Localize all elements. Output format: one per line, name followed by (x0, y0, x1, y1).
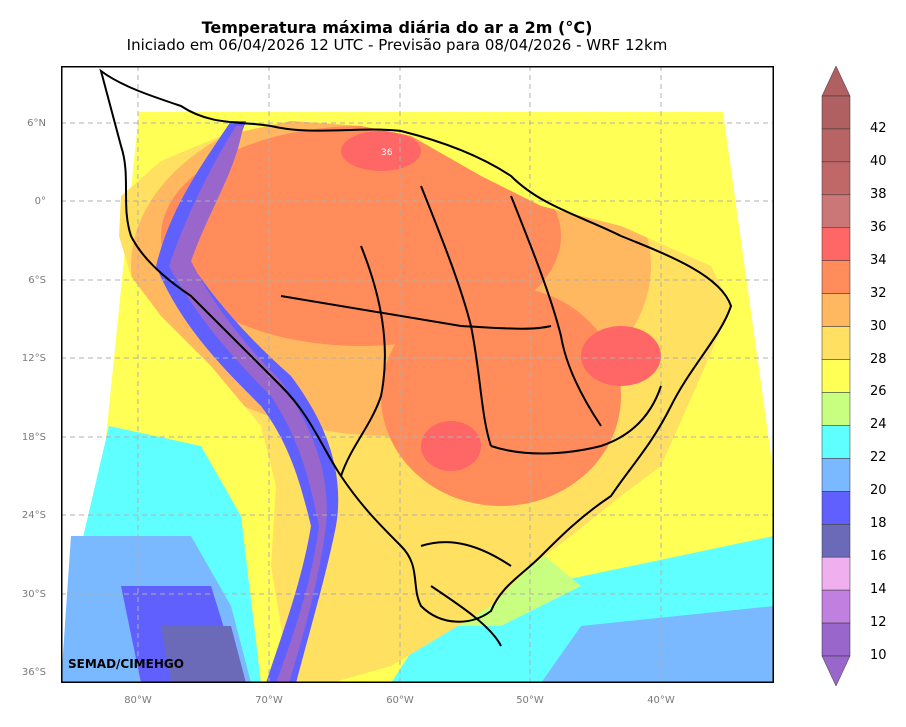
lat-label-6n: 6°N (27, 118, 46, 129)
lat-label-36s: 36°S (21, 667, 46, 678)
colorbar-segment (821, 326, 851, 360)
pacific-16-band (161, 626, 246, 683)
colorbar-label: 36 (870, 220, 887, 235)
colorbar (821, 66, 851, 686)
colorbar-label: 42 (870, 121, 887, 136)
colorbar-segment (821, 556, 851, 591)
map-subtitle: Iniciado em 06/04/2026 12 UTC - Previsão… (126, 36, 668, 54)
colorbar-label: 12 (870, 615, 887, 630)
hot-spot-north (341, 131, 421, 171)
andes-coldest-band (169, 126, 327, 683)
colorbar-segment (821, 293, 851, 327)
map-title: Temperatura máxima diária do ar a 2m (°C… (201, 18, 593, 37)
colorbar-segment (821, 95, 851, 130)
colorbar-label: 28 (870, 352, 887, 367)
colorbar-label: 22 (870, 450, 887, 465)
colorbar-label: 40 (870, 154, 887, 169)
lon-label-40w: 40°W (647, 695, 675, 706)
colorbar-top-extension (821, 66, 851, 97)
colorbar-segment (821, 458, 851, 492)
colorbar-segment (821, 491, 851, 525)
colorbar-segment (821, 392, 851, 426)
colorbar-segment (821, 359, 851, 393)
map-value-label: 36 (381, 148, 393, 158)
country-borders (99, 68, 733, 647)
colorbar-label: 30 (870, 319, 887, 334)
colorbar-label: 34 (870, 253, 887, 268)
colorbar-segment (821, 523, 851, 558)
colorbar-label: 20 (870, 483, 887, 498)
hot-spot-east (581, 326, 661, 386)
colorbar-segment (821, 425, 851, 459)
colorbar-label: 18 (870, 516, 887, 531)
colorbar-segment (821, 260, 851, 294)
andes-cold-band (156, 121, 339, 683)
colorbar-label: 24 (870, 417, 887, 432)
lat-label-24s: 24°S (21, 510, 46, 521)
lon-label-50w: 50°W (516, 695, 544, 706)
colorbar-segment (821, 161, 851, 196)
lon-label-80w: 80°W (124, 695, 152, 706)
colorbar-label: 16 (870, 549, 887, 564)
lon-label-70w: 70°W (255, 695, 283, 706)
atlantic-cold-band (541, 606, 774, 683)
colorbar-segment (821, 227, 851, 261)
colorbar-label: 38 (870, 187, 887, 202)
lat-label-0: 0° (34, 196, 46, 207)
lat-label-30s: 30°S (21, 589, 46, 600)
colorbar-segment (821, 128, 851, 163)
credit-label: SEMAD/CIMEHGO (68, 657, 184, 671)
colorbar-segment (821, 622, 851, 657)
lon-label-60w: 60°W (386, 695, 414, 706)
lat-label-6s: 6°S (28, 275, 46, 286)
colorbar-label: 14 (870, 582, 887, 597)
colorbar-bottom-extension (821, 655, 851, 686)
colorbar-label: 26 (870, 384, 887, 399)
colorbar-label: 10 (870, 648, 887, 663)
lat-label-12s: 12°S (21, 353, 46, 364)
temperature-map: 36 (61, 66, 774, 683)
colorbar-label: 32 (870, 286, 887, 301)
colorbar-segment (821, 194, 851, 229)
colorbar-segment (821, 589, 851, 624)
hot-spot-central (421, 421, 481, 471)
lat-label-18s: 18°S (21, 432, 46, 443)
